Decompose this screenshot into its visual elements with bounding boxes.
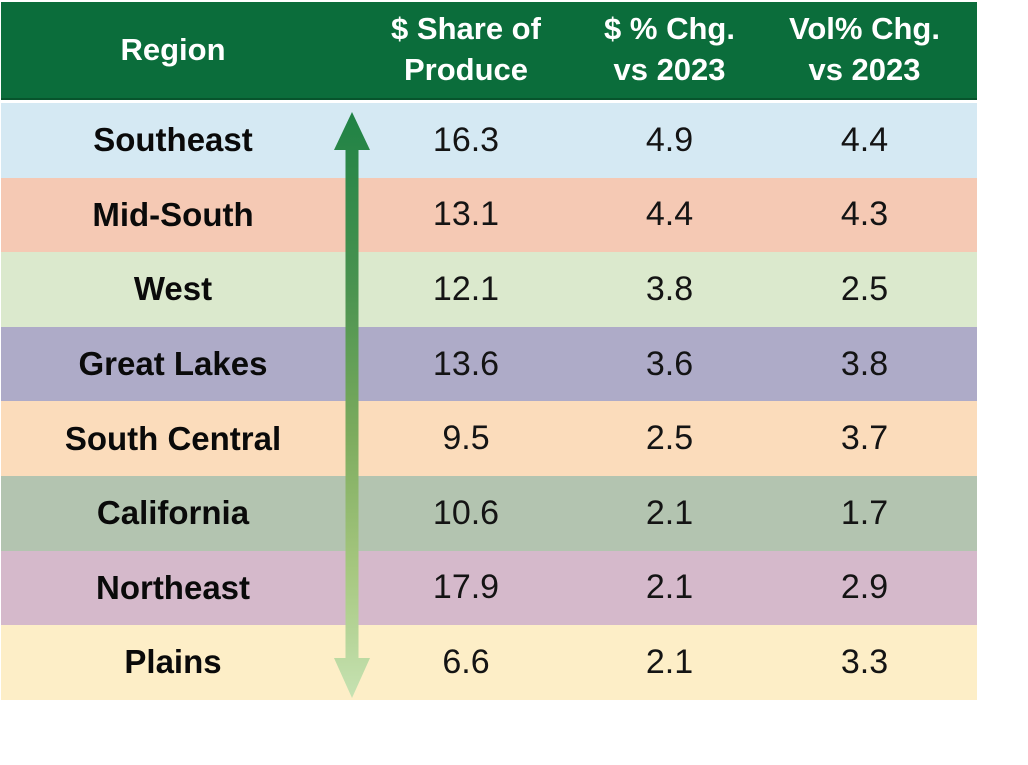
table-row-northeast: Northeast 17.9 2.1 2.9 — [1, 550, 977, 626]
dollar-chg-value-cell: 2.1 — [645, 568, 694, 607]
vol-chg-value-cell: 3.7 — [840, 419, 889, 458]
region-cell: Plains — [124, 643, 222, 681]
region-cell: Southeast — [93, 121, 253, 159]
region-cell: Mid-South — [92, 195, 254, 233]
table-row-south-central: South Central 9.5 2.5 3.7 — [1, 401, 977, 476]
dollar-chg-value-cell: 2.5 — [645, 419, 694, 458]
column-header-region: Region — [120, 31, 226, 67]
table-row-west: West 12.1 3.8 2.5 — [1, 252, 977, 327]
share-value-cell: 16.3 — [432, 120, 500, 159]
vol-chg-value-cell: 2.5 — [840, 269, 889, 308]
share-value-cell: 17.9 — [432, 568, 500, 607]
vol-chg-value-cell: 1.7 — [840, 493, 889, 532]
share-value-cell: 12.1 — [432, 269, 500, 308]
table-row-southeast: Southeast 16.3 4.9 4.4 — [1, 103, 977, 178]
table-row-california: California 10.6 2.1 1.7 — [1, 475, 977, 551]
column-header-vol-chg: Vol% Chg. vs 2023 — [789, 11, 940, 87]
table-header-row: Region $ Share of Produce $ % Chg. vs 20… — [1, 2, 977, 100]
table-row-mid-south: Mid-South 13.1 4.4 4.3 — [1, 177, 977, 253]
region-cell: Great Lakes — [78, 345, 268, 383]
region-cell: Northeast — [95, 568, 251, 606]
dollar-chg-value-cell: 4.9 — [645, 120, 694, 159]
region-produce-table: Region $ Share of Produce $ % Chg. vs 20… — [1, 2, 977, 700]
dollar-chg-value-cell: 2.1 — [645, 493, 694, 532]
vol-chg-value-cell: 4.4 — [840, 120, 889, 159]
table-row-great-lakes: Great Lakes 13.6 3.6 3.8 — [1, 326, 977, 402]
share-value-cell: 13.1 — [432, 195, 500, 234]
vol-chg-value-cell: 2.9 — [840, 568, 889, 607]
table-row-plains: Plains 6.6 2.1 3.3 — [1, 625, 977, 700]
table-body: Southeast 16.3 4.9 4.4 Mid-South 13.1 4.… — [1, 103, 977, 700]
share-value-cell: 13.6 — [432, 344, 500, 383]
vol-chg-value-cell: 4.3 — [840, 195, 889, 234]
column-header-share: $ Share of Produce — [391, 11, 541, 87]
share-value-cell: 6.6 — [442, 642, 490, 681]
vol-chg-value-cell: 3.3 — [840, 642, 889, 681]
region-cell: California — [96, 494, 250, 532]
region-cell: West — [133, 270, 213, 308]
share-value-cell: 10.6 — [432, 493, 500, 532]
share-value-cell: 9.5 — [442, 419, 490, 458]
dollar-chg-value-cell: 2.1 — [645, 642, 694, 681]
column-header-dollar-chg: $ % Chg. vs 2023 — [604, 11, 735, 87]
region-cell: South Central — [64, 419, 282, 457]
dollar-chg-value-cell: 3.6 — [645, 344, 694, 383]
dollar-chg-value-cell: 3.8 — [645, 269, 694, 308]
dollar-chg-value-cell: 4.4 — [645, 195, 694, 234]
vol-chg-value-cell: 3.8 — [840, 344, 889, 383]
